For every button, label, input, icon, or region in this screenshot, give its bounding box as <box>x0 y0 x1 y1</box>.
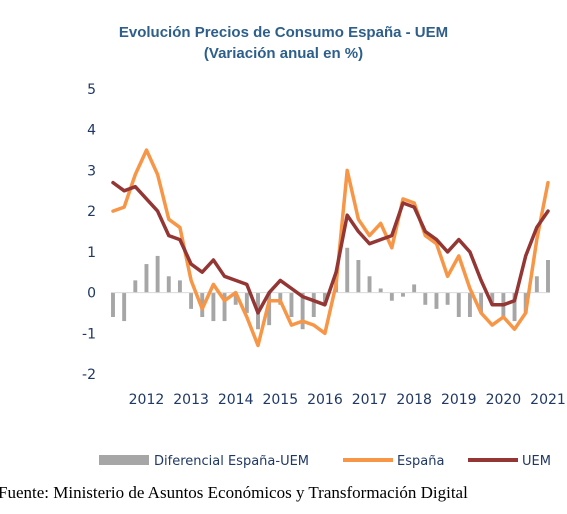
diferencial-bar <box>189 292 194 309</box>
diferencial-bar <box>278 292 283 305</box>
diferencial-bar <box>133 280 138 293</box>
y-tick-label: -1 <box>82 326 96 342</box>
diferencial-bar <box>434 292 439 309</box>
x-tick-label: 2020 <box>486 392 522 408</box>
diferencial-bar <box>456 292 461 317</box>
legend-label-espana: España <box>397 454 444 469</box>
x-tick-label: 2013 <box>173 392 209 408</box>
chart-subtitle: (Variación anual en %) <box>203 45 364 62</box>
diferencial-bar <box>412 284 417 293</box>
y-tick-label: 4 <box>87 123 96 139</box>
y-tick-label: 2 <box>87 204 96 220</box>
diferencial-bar <box>479 292 484 313</box>
y-tick-label: -2 <box>82 367 96 383</box>
diferencial-bar <box>233 292 238 305</box>
diferencial-bar <box>311 292 316 317</box>
x-tick-label: 2016 <box>307 392 343 408</box>
diferencial-bar <box>177 280 182 293</box>
x-tick-label: 2017 <box>352 392 388 408</box>
legend-label-diferencial: Diferencial España-UEM <box>154 454 309 469</box>
x-tick-label: 2019 <box>441 392 477 408</box>
legend-swatch-diferencial <box>99 455 149 465</box>
diferencial-bar <box>122 292 127 322</box>
x-tick-label: 2021 <box>530 392 566 408</box>
diferencial-bar <box>244 292 249 313</box>
diferencial-bar <box>211 292 216 322</box>
diferencial-bar <box>401 292 405 297</box>
diferencial-bar <box>490 292 495 305</box>
espana-line <box>111 148 550 348</box>
diferencial-bar <box>423 292 428 305</box>
diferencial-bar <box>300 292 305 330</box>
x-tick-label: 2018 <box>396 392 432 408</box>
source-note: Fuente: Ministerio de Asuntos Económicos… <box>0 483 468 502</box>
x-tick-label: 2014 <box>218 392 254 408</box>
uem-line <box>111 180 550 315</box>
diferencial-bar <box>378 288 383 293</box>
diferencial-bar <box>144 264 149 293</box>
diferencial-bar <box>467 292 472 317</box>
x-tick-label: 2012 <box>129 392 165 408</box>
y-tick-label: 0 <box>87 286 96 302</box>
y-tick-label: 5 <box>87 82 96 98</box>
diferencial-bar <box>356 260 361 293</box>
diferencial-bar <box>222 292 227 322</box>
diferencial-bar <box>389 292 394 301</box>
x-tick-label: 2015 <box>262 392 298 408</box>
series-lines <box>111 148 550 348</box>
y-axis-ticks: 5 4 3 2 1 0 -1 -2 <box>82 82 96 383</box>
diferencial-bar <box>367 276 372 293</box>
chart-title: Evolución Precios de Consumo España - UE… <box>118 24 449 41</box>
diferencial-bar <box>267 292 272 326</box>
legend: Diferencial España-UEM España UEM <box>99 454 551 469</box>
x-axis-ticks: 2012 2013 2014 2015 2016 2017 2018 2019 2020 2021 <box>129 392 566 408</box>
diferencial-bar <box>445 292 450 305</box>
diferencial-bar <box>345 247 350 293</box>
diferencial-bar <box>155 255 160 293</box>
y-tick-label: 1 <box>87 245 96 261</box>
diferencial-bar <box>534 276 539 293</box>
diferencial-bar <box>166 276 171 293</box>
y-tick-label: 3 <box>87 163 96 179</box>
diferencial-bar <box>289 292 294 317</box>
legend-label-uem: UEM <box>522 454 551 469</box>
diferencial-bar <box>111 292 115 317</box>
diferencial-bar <box>322 292 327 305</box>
diferencial-bar <box>512 292 517 322</box>
diferencial-bar <box>546 260 550 293</box>
